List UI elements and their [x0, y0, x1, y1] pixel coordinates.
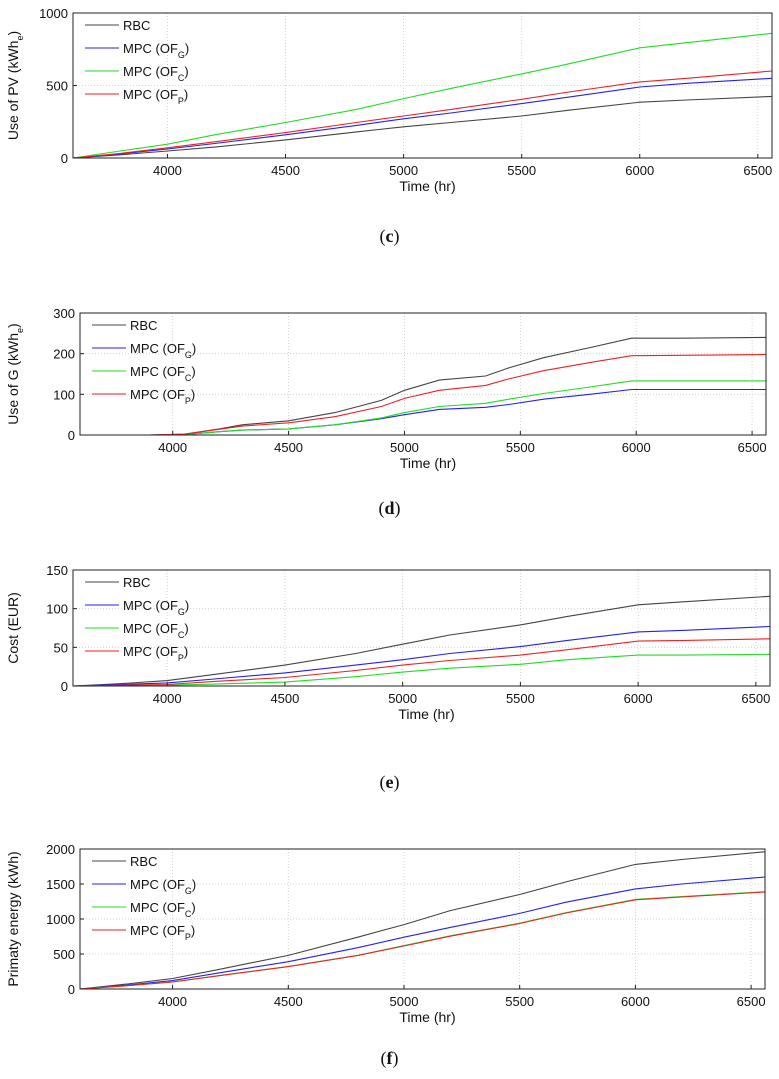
x-tick-label: 5500 [506, 691, 535, 706]
y-axis-label: Cost (EUR) [5, 592, 21, 664]
y-tick-label: 300 [53, 306, 75, 321]
y-tick-label: 100 [53, 387, 75, 402]
legend-label-3: MPC (OFP) [130, 387, 195, 406]
y-tick-label: 0 [61, 151, 68, 166]
legend-label-1: MPC (OFG) [123, 598, 189, 617]
x-tick-label: 5500 [505, 994, 534, 1009]
legend-label-3: MPC (OFP) [123, 644, 188, 663]
y-axis-label: Use of PV (kWhe) [5, 31, 25, 140]
legend-label-0: RBC [130, 318, 157, 333]
legend-label-2: MPC (OFC) [123, 621, 189, 640]
series-line-2 [72, 32, 773, 159]
chart-c: 4000 4500 5000 5500 6000 6500 0 500 1000 Time (hr… [5, 6, 773, 194]
x-tick-label: 4500 [274, 440, 303, 455]
legend-label-1: MPC (OFG) [130, 877, 196, 896]
legend-label-0: RBC [123, 18, 150, 33]
y-tick-label: 0 [68, 982, 75, 997]
x-axis-label: Time (hr) [400, 455, 456, 471]
series-line-0 [72, 595, 771, 687]
y-tick-label: 200 [53, 347, 75, 362]
series-line-0 [79, 851, 766, 990]
legend-label-0: RBC [130, 854, 157, 869]
x-tick-label: 4000 [158, 440, 187, 455]
y-tick-label: 500 [46, 79, 68, 94]
y-tick-label: 2000 [46, 842, 75, 857]
x-tick-label: 4500 [274, 994, 303, 1009]
caption-c: (c) [379, 226, 400, 246]
x-tick-label: 6500 [737, 994, 766, 1009]
x-tick-label: 5000 [390, 440, 419, 455]
series-line-3 [80, 353, 767, 436]
legend-label-3: MPC (OFP) [130, 923, 195, 942]
y-tick-label: 100 [46, 602, 68, 617]
x-tick-label: 6500 [743, 163, 772, 178]
x-tick-label: 6000 [624, 691, 653, 706]
chart-f: 4000 4500 5000 5500 6000 6500 0 500 1000 1500 2000… [5, 842, 766, 1025]
caption-d: (d) [378, 498, 401, 518]
x-tick-label: 6500 [738, 440, 767, 455]
x-tick-label: 5000 [388, 691, 417, 706]
legend-label-2: MPC (OFC) [123, 64, 189, 83]
plot-frame [79, 312, 767, 436]
series-line-3 [79, 891, 766, 990]
x-tick-label: 5500 [507, 163, 536, 178]
y-tick-label: 0 [61, 679, 68, 694]
chart-e: 4000 4500 5000 5500 6000 6500 0 50 100 150 Time (h… [5, 563, 771, 722]
y-tick-label: 0 [68, 428, 75, 443]
y-tick-label: 1000 [46, 912, 75, 927]
series-line-1 [72, 77, 773, 159]
x-tick-label: 5500 [506, 440, 535, 455]
caption-e: (e) [379, 772, 400, 792]
x-tick-label: 4000 [153, 691, 182, 706]
y-tick-label: 1500 [46, 877, 75, 892]
y-tick-label: 50 [54, 640, 68, 655]
series-line-0 [72, 95, 773, 159]
y-tick-label: 150 [46, 563, 68, 578]
legend-label-0: RBC [123, 575, 150, 590]
x-axis-label: Time (hr) [399, 178, 455, 194]
chart-d: 4000 4500 5000 5500 6000 6500 0 100 200 300 Time (… [5, 306, 767, 471]
x-tick-label: 6000 [621, 994, 650, 1009]
y-tick-label: 1000 [39, 6, 68, 21]
y-tick-label: 500 [53, 947, 75, 962]
x-axis-label: Time (hr) [399, 1009, 455, 1025]
legend-label-2: MPC (OFC) [130, 900, 196, 919]
x-tick-label: 5000 [390, 994, 419, 1009]
x-tick-label: 6000 [622, 440, 651, 455]
series-line-3 [72, 70, 773, 159]
x-axis-label: Time (hr) [398, 706, 454, 722]
caption-f: (f) [380, 1048, 399, 1068]
x-tick-label: 6000 [625, 163, 654, 178]
series-line-2 [80, 380, 766, 436]
x-tick-label: 6500 [741, 691, 770, 706]
x-tick-label: 4500 [270, 691, 299, 706]
plot-frame [72, 569, 771, 687]
y-axis-label: Use of G (kWhe) [5, 323, 25, 424]
y-axis-label: Primaty energy (kWh) [5, 851, 21, 986]
x-tick-label: 5000 [389, 163, 418, 178]
legend-label-1: MPC (OFG) [130, 341, 196, 360]
x-tick-label: 4000 [158, 994, 187, 1009]
x-tick-label: 4000 [153, 163, 182, 178]
legend-label-2: MPC (OFC) [130, 364, 196, 383]
legend-label-3: MPC (OFP) [123, 87, 188, 106]
legend-label-1: MPC (OFG) [123, 41, 189, 60]
x-tick-label: 4500 [271, 163, 300, 178]
series-line-1 [79, 876, 766, 990]
